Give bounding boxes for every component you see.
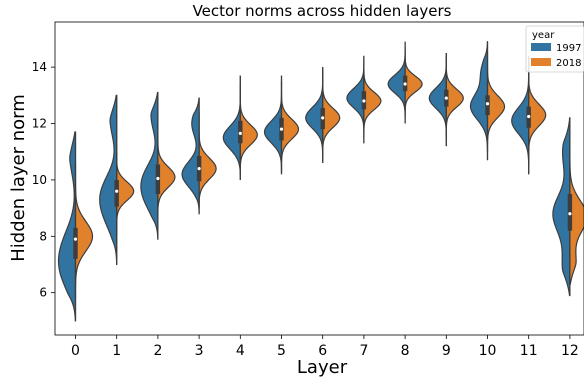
violin-1997-layer-8 xyxy=(387,41,406,124)
violin-2018-layer-6 xyxy=(322,69,341,158)
violin-1997-layer-3 xyxy=(181,97,200,215)
legend-label-1997: 1997 xyxy=(556,43,581,54)
violin-group-layer-11 xyxy=(511,55,547,175)
violin-2018-layer-5 xyxy=(280,81,300,172)
violin-1997-layer-5 xyxy=(263,75,283,175)
median-dot-layer-5 xyxy=(279,127,284,131)
y-tick-label: 6 xyxy=(39,286,47,300)
violin-1997-layer-4 xyxy=(222,75,241,180)
violin-1997-layer-0 xyxy=(57,131,77,322)
y-tick-label: 14 xyxy=(32,60,47,74)
violin-2018-layer-4 xyxy=(239,84,258,175)
x-axis: 0 1 2 3 4 5 6 7 8 9 10 11 12 xyxy=(71,335,579,359)
x-tick-label: 11 xyxy=(520,343,538,359)
violin-2018-layer-10 xyxy=(486,53,506,152)
x-tick-label: 6 xyxy=(318,343,327,359)
violin-group-layer-12 xyxy=(552,117,584,297)
x-tick-label: 12 xyxy=(561,343,579,359)
x-axis-label: Layer xyxy=(297,357,348,378)
legend-title: year xyxy=(532,30,555,41)
violin-2018-layer-11 xyxy=(528,67,547,166)
violin-group-layer-4 xyxy=(222,75,258,180)
iqr-box-layer-0 xyxy=(73,227,78,259)
violin-1997-layer-1 xyxy=(99,94,118,266)
violin-1997-layer-2 xyxy=(140,91,159,240)
plot-frame xyxy=(54,21,584,336)
violin-group-layer-1 xyxy=(99,94,135,266)
violin-group-layer-0 xyxy=(57,131,94,322)
x-tick-label: 5 xyxy=(277,343,286,359)
violin-group-layer-10 xyxy=(469,41,506,161)
median-dot-layer-4 xyxy=(238,131,242,135)
violin-1997-layer-7 xyxy=(346,55,365,144)
violin-group-layer-3 xyxy=(181,97,217,215)
y-axis-label: Hidden layer norm xyxy=(8,94,29,262)
y-axis: 6 8 10 12 14 xyxy=(32,60,55,300)
median-dot-layer-11 xyxy=(527,114,531,119)
median-dot-layer-0 xyxy=(73,237,78,241)
violin-2018-layer-1 xyxy=(116,151,135,237)
violin-group-layer-8 xyxy=(387,41,423,124)
y-tick-label: 12 xyxy=(32,117,47,131)
legend-label-2018: 2018 xyxy=(556,58,581,69)
violin-group-layer-6 xyxy=(305,67,341,163)
violin-2018-layer-2 xyxy=(157,123,176,217)
x-tick-label: 8 xyxy=(401,343,410,359)
x-tick-label: 4 xyxy=(236,343,245,359)
x-tick-label: 7 xyxy=(359,343,368,359)
median-dot-layer-12 xyxy=(568,212,572,216)
violin-2018-layer-7 xyxy=(363,58,382,138)
y-tick-label: 10 xyxy=(32,173,47,187)
violin-1997-layer-10 xyxy=(469,41,489,161)
median-dot-layer-10 xyxy=(485,102,490,106)
x-tick-label: 3 xyxy=(195,343,204,359)
violin-1997-layer-9 xyxy=(428,53,447,147)
violin-group-layer-9 xyxy=(428,53,464,147)
median-dot-layer-8 xyxy=(403,82,407,86)
x-tick-label: 9 xyxy=(442,343,451,359)
median-dot-layer-3 xyxy=(197,167,201,171)
median-dot-layer-1 xyxy=(115,189,119,193)
violin-2018-layer-8 xyxy=(404,47,423,118)
violin-group-layer-7 xyxy=(346,55,382,144)
violin-1997-layer-11 xyxy=(511,55,530,175)
violin-group-layer-5 xyxy=(263,75,300,175)
legend-swatch-2018 xyxy=(531,58,551,66)
violin-2018-layer-0 xyxy=(74,162,94,299)
x-tick-label: 0 xyxy=(71,343,80,359)
violin-1997-layer-6 xyxy=(305,67,324,163)
x-tick-label: 2 xyxy=(153,343,162,359)
violin-1997-layer-12 xyxy=(552,117,571,297)
iqr-box-layer-1 xyxy=(114,179,119,207)
median-dot-layer-9 xyxy=(444,96,448,100)
violin-group-layer-2 xyxy=(140,91,176,240)
chart-title: Vector norms across hidden layers xyxy=(193,2,452,20)
x-tick-label: 1 xyxy=(112,343,121,359)
plot-area xyxy=(57,41,584,322)
legend: year 1997 2018 xyxy=(525,25,584,73)
x-tick-label: 10 xyxy=(479,343,497,359)
violin-2018-layer-9 xyxy=(445,55,464,138)
median-dot-layer-6 xyxy=(321,116,325,120)
y-tick-label: 8 xyxy=(39,229,47,243)
median-dot-layer-2 xyxy=(156,176,160,181)
violin-2018-layer-3 xyxy=(198,112,217,209)
median-dot-layer-7 xyxy=(362,99,366,103)
legend-swatch-1997 xyxy=(531,43,551,51)
